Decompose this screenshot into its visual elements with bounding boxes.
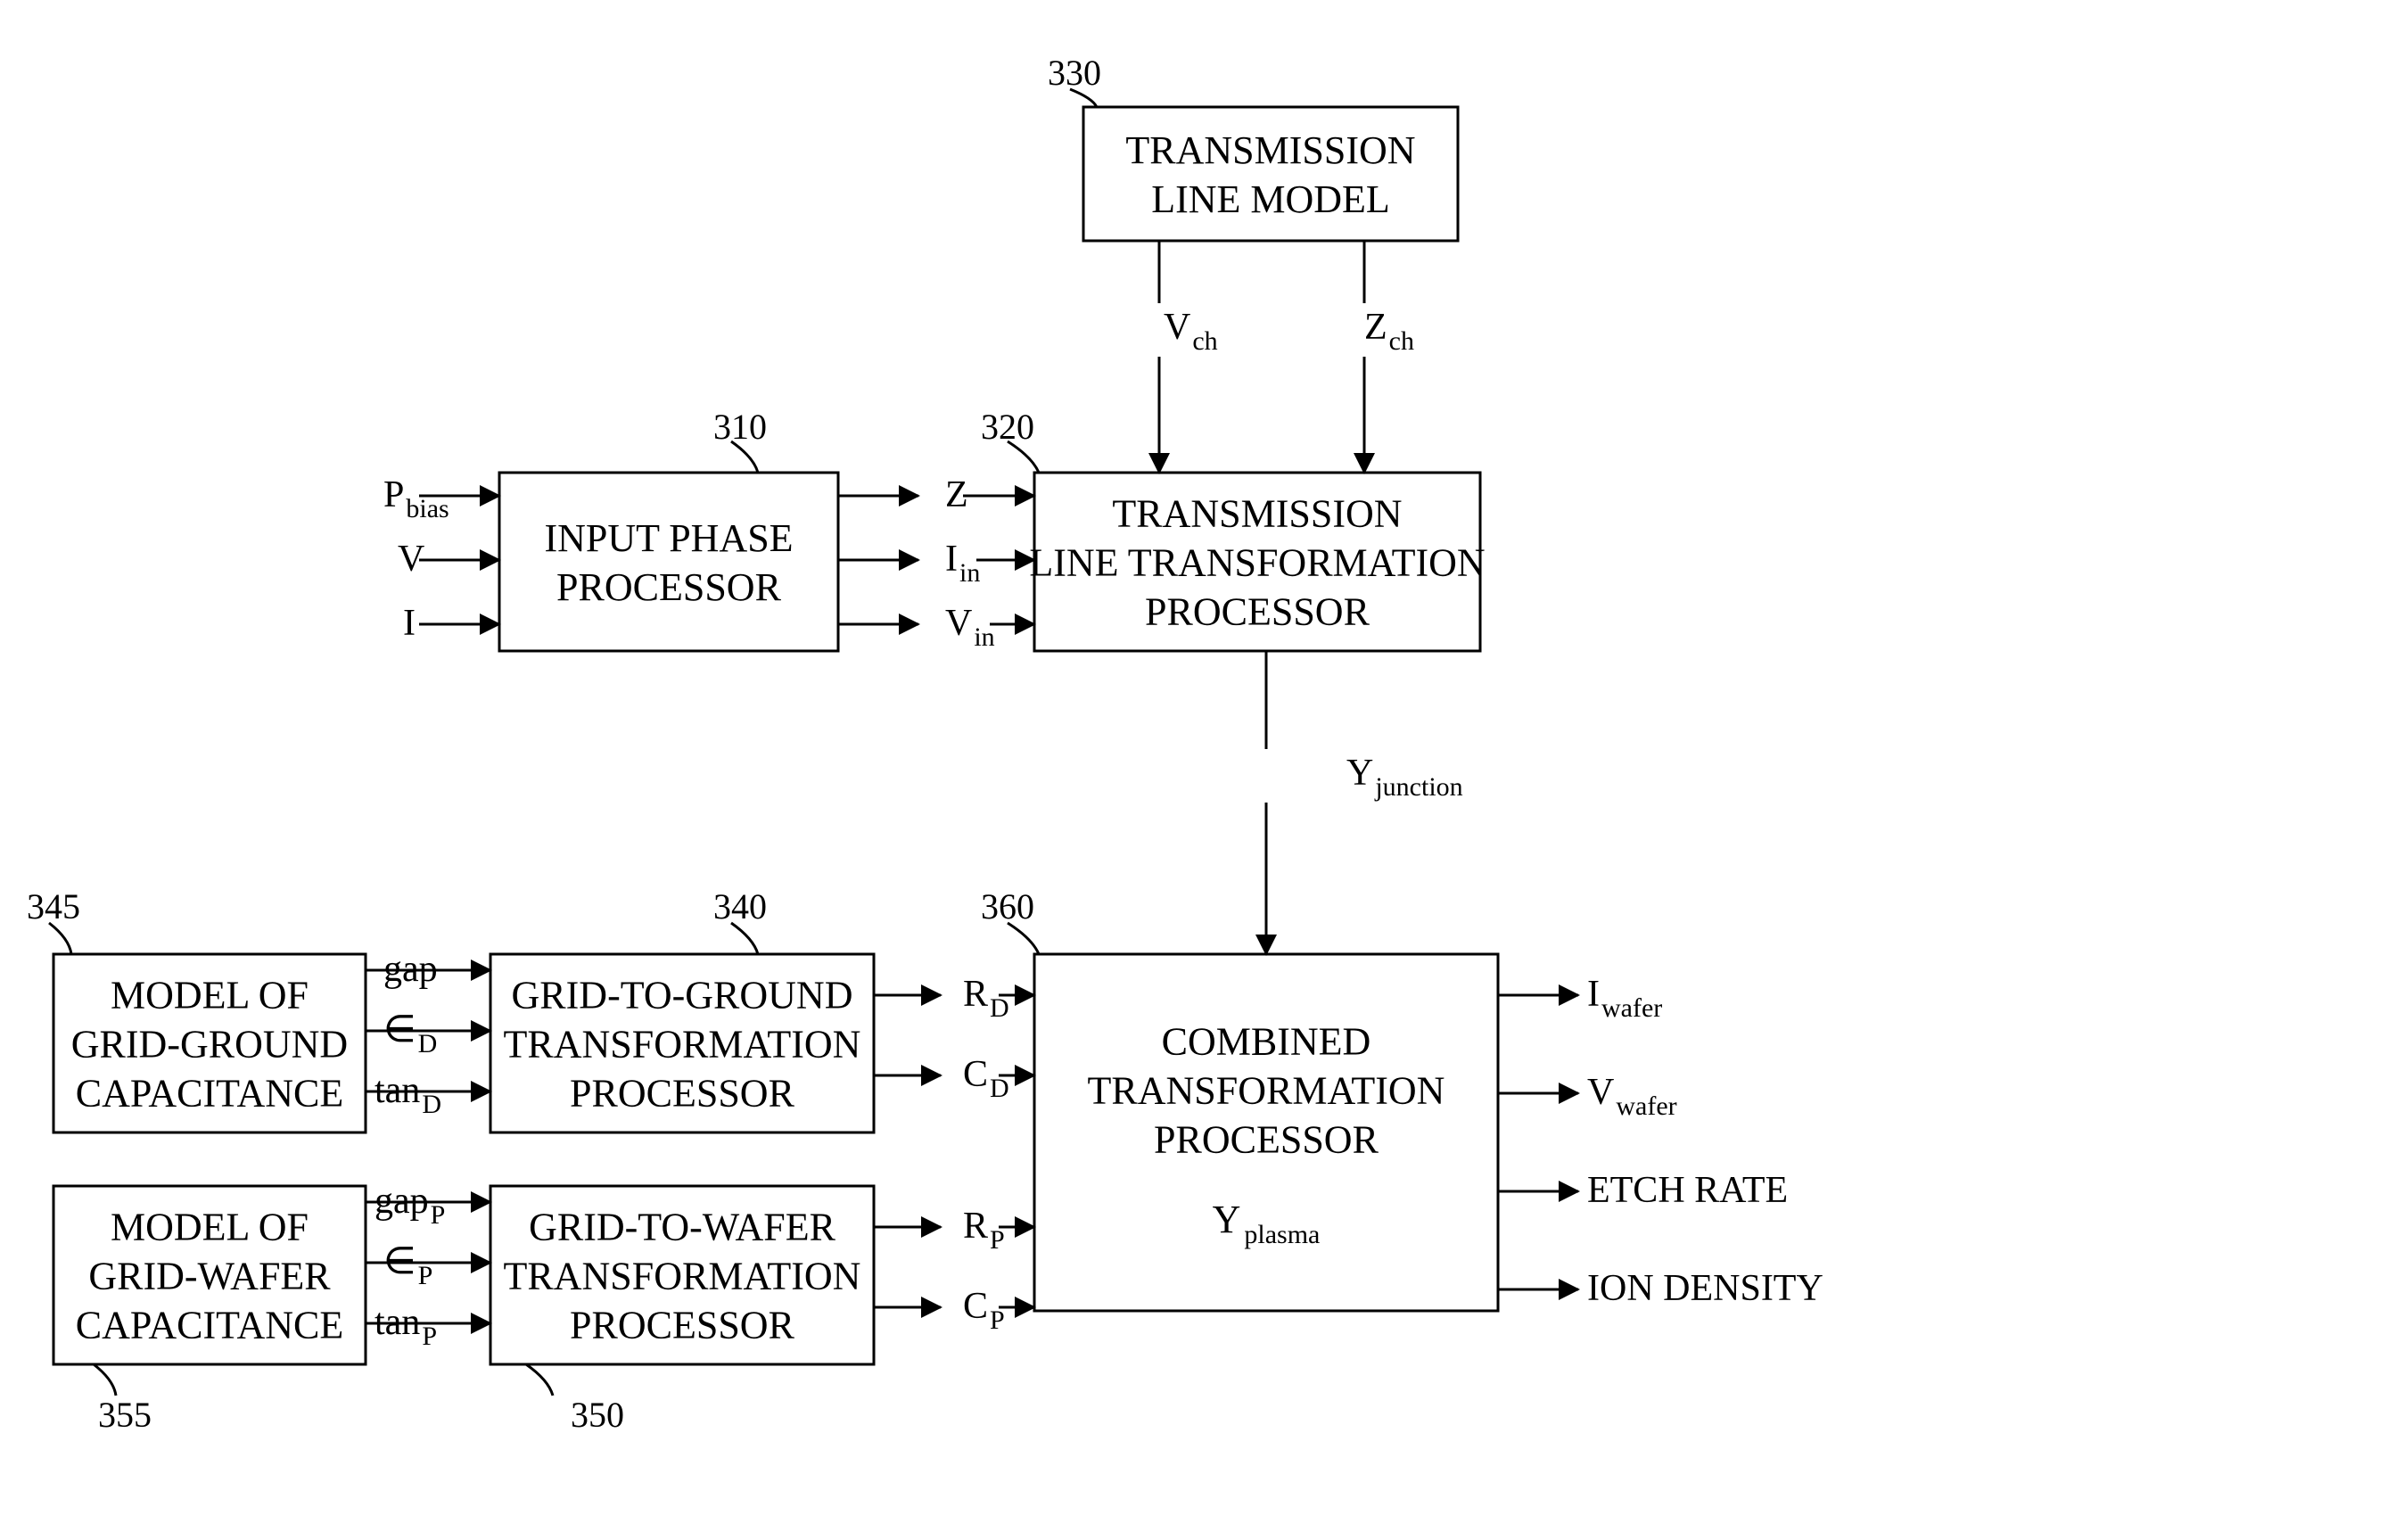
block-text: GRID-TO-WAFER: [529, 1205, 835, 1248]
io-label-Z: Z: [945, 474, 968, 515]
ref-340: 340: [713, 886, 767, 926]
io-label-I: I: [403, 603, 416, 644]
block-text: GRID-GROUND: [71, 1022, 348, 1066]
block-text: LINE TRANSFORMATION: [1029, 540, 1485, 584]
io-label-CD: CD: [963, 1054, 1009, 1103]
block-text: PROCESSOR: [1154, 1117, 1379, 1161]
ref-leader: [49, 923, 71, 954]
ref-350: 350: [571, 1395, 624, 1435]
io-label-gapP: gapP: [375, 1181, 445, 1230]
ref-360: 360: [981, 886, 1034, 926]
io-label-RD: RD: [963, 974, 1009, 1023]
io-label-tanP: tanP: [375, 1302, 437, 1351]
block-b350: GRID-TO-WAFER TRANSFORMATION PROCESSOR: [490, 1186, 874, 1364]
ref-leader: [1008, 923, 1039, 954]
block-text: CAPACITANCE: [76, 1303, 343, 1346]
block-text: PROCESSOR: [570, 1303, 795, 1346]
io-label-eP: ∈P: [383, 1241, 432, 1290]
block-text: TRANSFORMATION: [504, 1022, 861, 1066]
ref-leader: [94, 1364, 116, 1396]
block-text: PROCESSOR: [570, 1071, 795, 1115]
ref-320: 320: [981, 407, 1034, 447]
block-text: TRANSMISSION: [1112, 491, 1402, 535]
block-text: PROCESSOR: [556, 565, 782, 609]
io-label-tanD: tanD: [375, 1070, 441, 1119]
block-text: MODEL OF: [111, 973, 309, 1017]
block-b355: MODEL OF GRID-WAFER CAPACITANCE: [54, 1186, 366, 1364]
io-label-RP: RP: [963, 1206, 1005, 1255]
io-label-Yjunc: Yjunction: [1346, 753, 1463, 802]
ref-leader: [731, 923, 758, 954]
io-label-etch: ETCH RATE: [1587, 1170, 1788, 1211]
io-label-Vwafer: Vwafer: [1587, 1072, 1677, 1121]
io-label-gap: gap: [383, 949, 438, 990]
ref-355: 355: [98, 1395, 152, 1435]
block-text: COMBINED: [1162, 1019, 1371, 1063]
block-text: TRANSMISSION: [1125, 128, 1415, 172]
block-text: TRANSFORMATION: [1088, 1068, 1445, 1112]
io-label-Iwafer: Iwafer: [1587, 974, 1662, 1023]
ref-330: 330: [1048, 53, 1101, 93]
block-b310: INPUT PHASE PROCESSOR: [499, 473, 838, 651]
ref-leader: [526, 1364, 553, 1396]
block-text: INPUT PHASE: [544, 516, 793, 560]
io-label-ion: ION DENSITY: [1587, 1268, 1823, 1309]
block-b340: GRID-TO-GROUND TRANSFORMATION PROCESSOR: [490, 954, 874, 1132]
block-text: LINE MODEL: [1151, 177, 1390, 221]
io-label-pbias: Pbias: [383, 474, 449, 523]
block-b320: TRANSMISSION LINE TRANSFORMATION PROCESSOR: [1029, 473, 1485, 651]
io-label-CP: CP: [963, 1286, 1005, 1335]
io-label-Iin: Iin: [945, 539, 980, 588]
block-b345: MODEL OF GRID-GROUND CAPACITANCE: [54, 954, 366, 1132]
block-b330: TRANSMISSION LINE MODEL: [1083, 107, 1458, 241]
diagram-root: INPUT PHASE PROCESSOR TRANSMISSION LINE TRA…: [0, 0, 2387, 1540]
io-label-eD: ∈D: [383, 1009, 437, 1058]
block-text: PROCESSOR: [1145, 589, 1370, 633]
block-text: MODEL OF: [111, 1205, 309, 1248]
block-b360: COMBINEDTRANSFORMATIONPROCESSORYplasma: [1034, 954, 1498, 1311]
ref-310: 310: [713, 407, 767, 447]
block-text: GRID-TO-GROUND: [512, 973, 853, 1017]
io-label-Vin: Vin: [945, 603, 995, 652]
io-label-Vch: Vch: [1164, 307, 1218, 356]
ref-345: 345: [27, 886, 80, 926]
block-text: GRID-WAFER: [88, 1254, 331, 1297]
io-label-Zch: Zch: [1364, 307, 1414, 356]
block-text: CAPACITANCE: [76, 1071, 343, 1115]
io-label-V: V: [398, 539, 424, 580]
block-text: TRANSFORMATION: [504, 1254, 861, 1297]
